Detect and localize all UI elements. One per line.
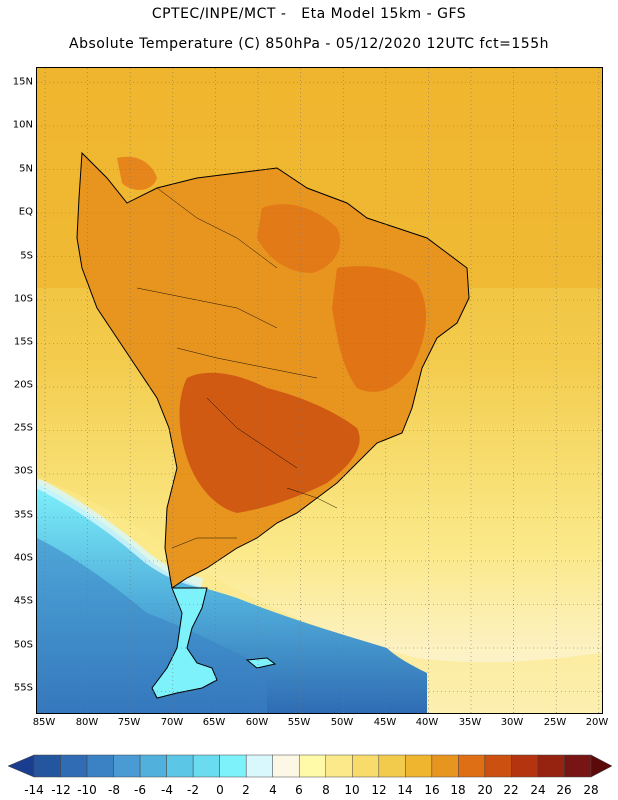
lon-tick-label: 40W bbox=[415, 717, 439, 728]
south-america-landmass bbox=[76, 151, 470, 589]
colorbar-swatch bbox=[325, 754, 353, 778]
hot-region-central bbox=[179, 372, 360, 513]
colorbar-swatch bbox=[219, 754, 247, 778]
colorbar-label: -10 bbox=[77, 783, 97, 797]
colorbar-swatch bbox=[113, 754, 141, 778]
lon-tick-label: 50W bbox=[330, 717, 354, 728]
colorbar-swatch bbox=[431, 754, 459, 778]
colorbar-label: -2 bbox=[187, 783, 199, 797]
colorbar-swatch bbox=[86, 754, 114, 778]
lat-tick-label: 55S bbox=[13, 682, 33, 694]
colorbar-label: -4 bbox=[161, 783, 173, 797]
lat-tick-label: 45S bbox=[13, 595, 33, 607]
lon-tick-label: 55W bbox=[287, 717, 311, 728]
colorbar-swatch bbox=[405, 754, 433, 778]
colorbar-swatch bbox=[192, 754, 220, 778]
colorbar-label: 18 bbox=[450, 783, 466, 797]
lat-tick-label: 10N bbox=[12, 119, 33, 131]
country-borders bbox=[136, 187, 338, 549]
lat-tick-label: 25S bbox=[13, 422, 33, 434]
colorbar-label: 0 bbox=[216, 783, 224, 797]
colorbar-label: -6 bbox=[134, 783, 146, 797]
chart-title-line1: CPTEC/INPE/MCT - Eta Model 15km - GFS bbox=[151, 6, 467, 22]
patagonia bbox=[151, 587, 218, 699]
lat-tick-label: 15N bbox=[12, 76, 33, 88]
colorbar-swatch bbox=[378, 754, 406, 778]
lon-tick-label: 85W bbox=[32, 717, 56, 728]
lat-tick-label: 5S bbox=[20, 250, 33, 262]
colorbar-label: -12 bbox=[51, 783, 71, 797]
colorbar-swatch bbox=[458, 754, 486, 778]
lat-tick-label: 50S bbox=[13, 639, 33, 651]
colorbar-label: 2 bbox=[242, 783, 250, 797]
lon-tick-label: 80W bbox=[75, 717, 99, 728]
colorbar-label: 20 bbox=[477, 783, 493, 797]
lon-tick-label: 65W bbox=[202, 717, 226, 728]
colorbar-swatch bbox=[511, 754, 539, 778]
colorbar-max-arrow bbox=[590, 754, 613, 778]
lon-tick-label: 75W bbox=[117, 717, 141, 728]
colorbar-label: 26 bbox=[556, 783, 572, 797]
lat-tick-label: 5N bbox=[19, 163, 33, 175]
colorbar-swatch bbox=[537, 754, 565, 778]
colorbar-swatch bbox=[245, 754, 273, 778]
lat-tick-label: 35S bbox=[13, 509, 33, 521]
chart-title-line2: Absolute Temperature (C) 850hPa - 05/12/… bbox=[69, 36, 549, 52]
colorbar-label: 16 bbox=[424, 783, 440, 797]
map-canvas bbox=[37, 68, 602, 713]
colorbar-label: 14 bbox=[397, 783, 413, 797]
colorbar-label: 22 bbox=[503, 783, 519, 797]
temperature-map bbox=[36, 67, 603, 714]
colorbar-swatch bbox=[352, 754, 380, 778]
hot-region-amazon bbox=[257, 204, 341, 273]
falkland-islands bbox=[245, 657, 277, 669]
colorbar-label: 28 bbox=[583, 783, 599, 797]
colorbar-label: 8 bbox=[322, 783, 330, 797]
lon-tick-label: 25W bbox=[543, 717, 567, 728]
lat-tick-label: 10S bbox=[13, 293, 33, 305]
colorbar-label: 12 bbox=[371, 783, 387, 797]
colorbar-swatch bbox=[564, 754, 592, 778]
colorbar-label: -14 bbox=[24, 783, 44, 797]
colorbar-swatches bbox=[7, 754, 613, 778]
colorbar-label: 6 bbox=[295, 783, 303, 797]
lat-tick-label: 15S bbox=[13, 336, 33, 348]
lon-tick-label: 30W bbox=[500, 717, 524, 728]
colorbar-min-arrow bbox=[7, 754, 35, 778]
lat-tick-label: 20S bbox=[13, 379, 33, 391]
lon-tick-label: 60W bbox=[245, 717, 269, 728]
lat-tick-label: EQ bbox=[18, 206, 33, 218]
hot-region-northeast bbox=[332, 266, 427, 392]
colorbar-label: 24 bbox=[530, 783, 546, 797]
colorbar-label: -8 bbox=[108, 783, 120, 797]
colorbar-swatch bbox=[33, 754, 61, 778]
colorbar-label: 10 bbox=[344, 783, 360, 797]
colorbar-swatch bbox=[272, 754, 300, 778]
colorbar-swatch bbox=[139, 754, 167, 778]
lat-tick-label: 30S bbox=[13, 465, 33, 477]
lat-tick-label: 40S bbox=[13, 552, 33, 564]
colorbar-label: 4 bbox=[269, 783, 277, 797]
lon-tick-label: 20W bbox=[585, 717, 609, 728]
hot-region-north bbox=[117, 156, 157, 190]
colorbar-swatch bbox=[298, 754, 327, 778]
colorbar-swatch bbox=[166, 754, 194, 778]
lon-tick-label: 45W bbox=[373, 717, 397, 728]
lon-tick-label: 35W bbox=[458, 717, 482, 728]
colorbar-swatch bbox=[484, 754, 512, 778]
lon-tick-label: 70W bbox=[160, 717, 184, 728]
colorbar-swatch bbox=[60, 754, 88, 778]
colorbar bbox=[0, 750, 618, 800]
